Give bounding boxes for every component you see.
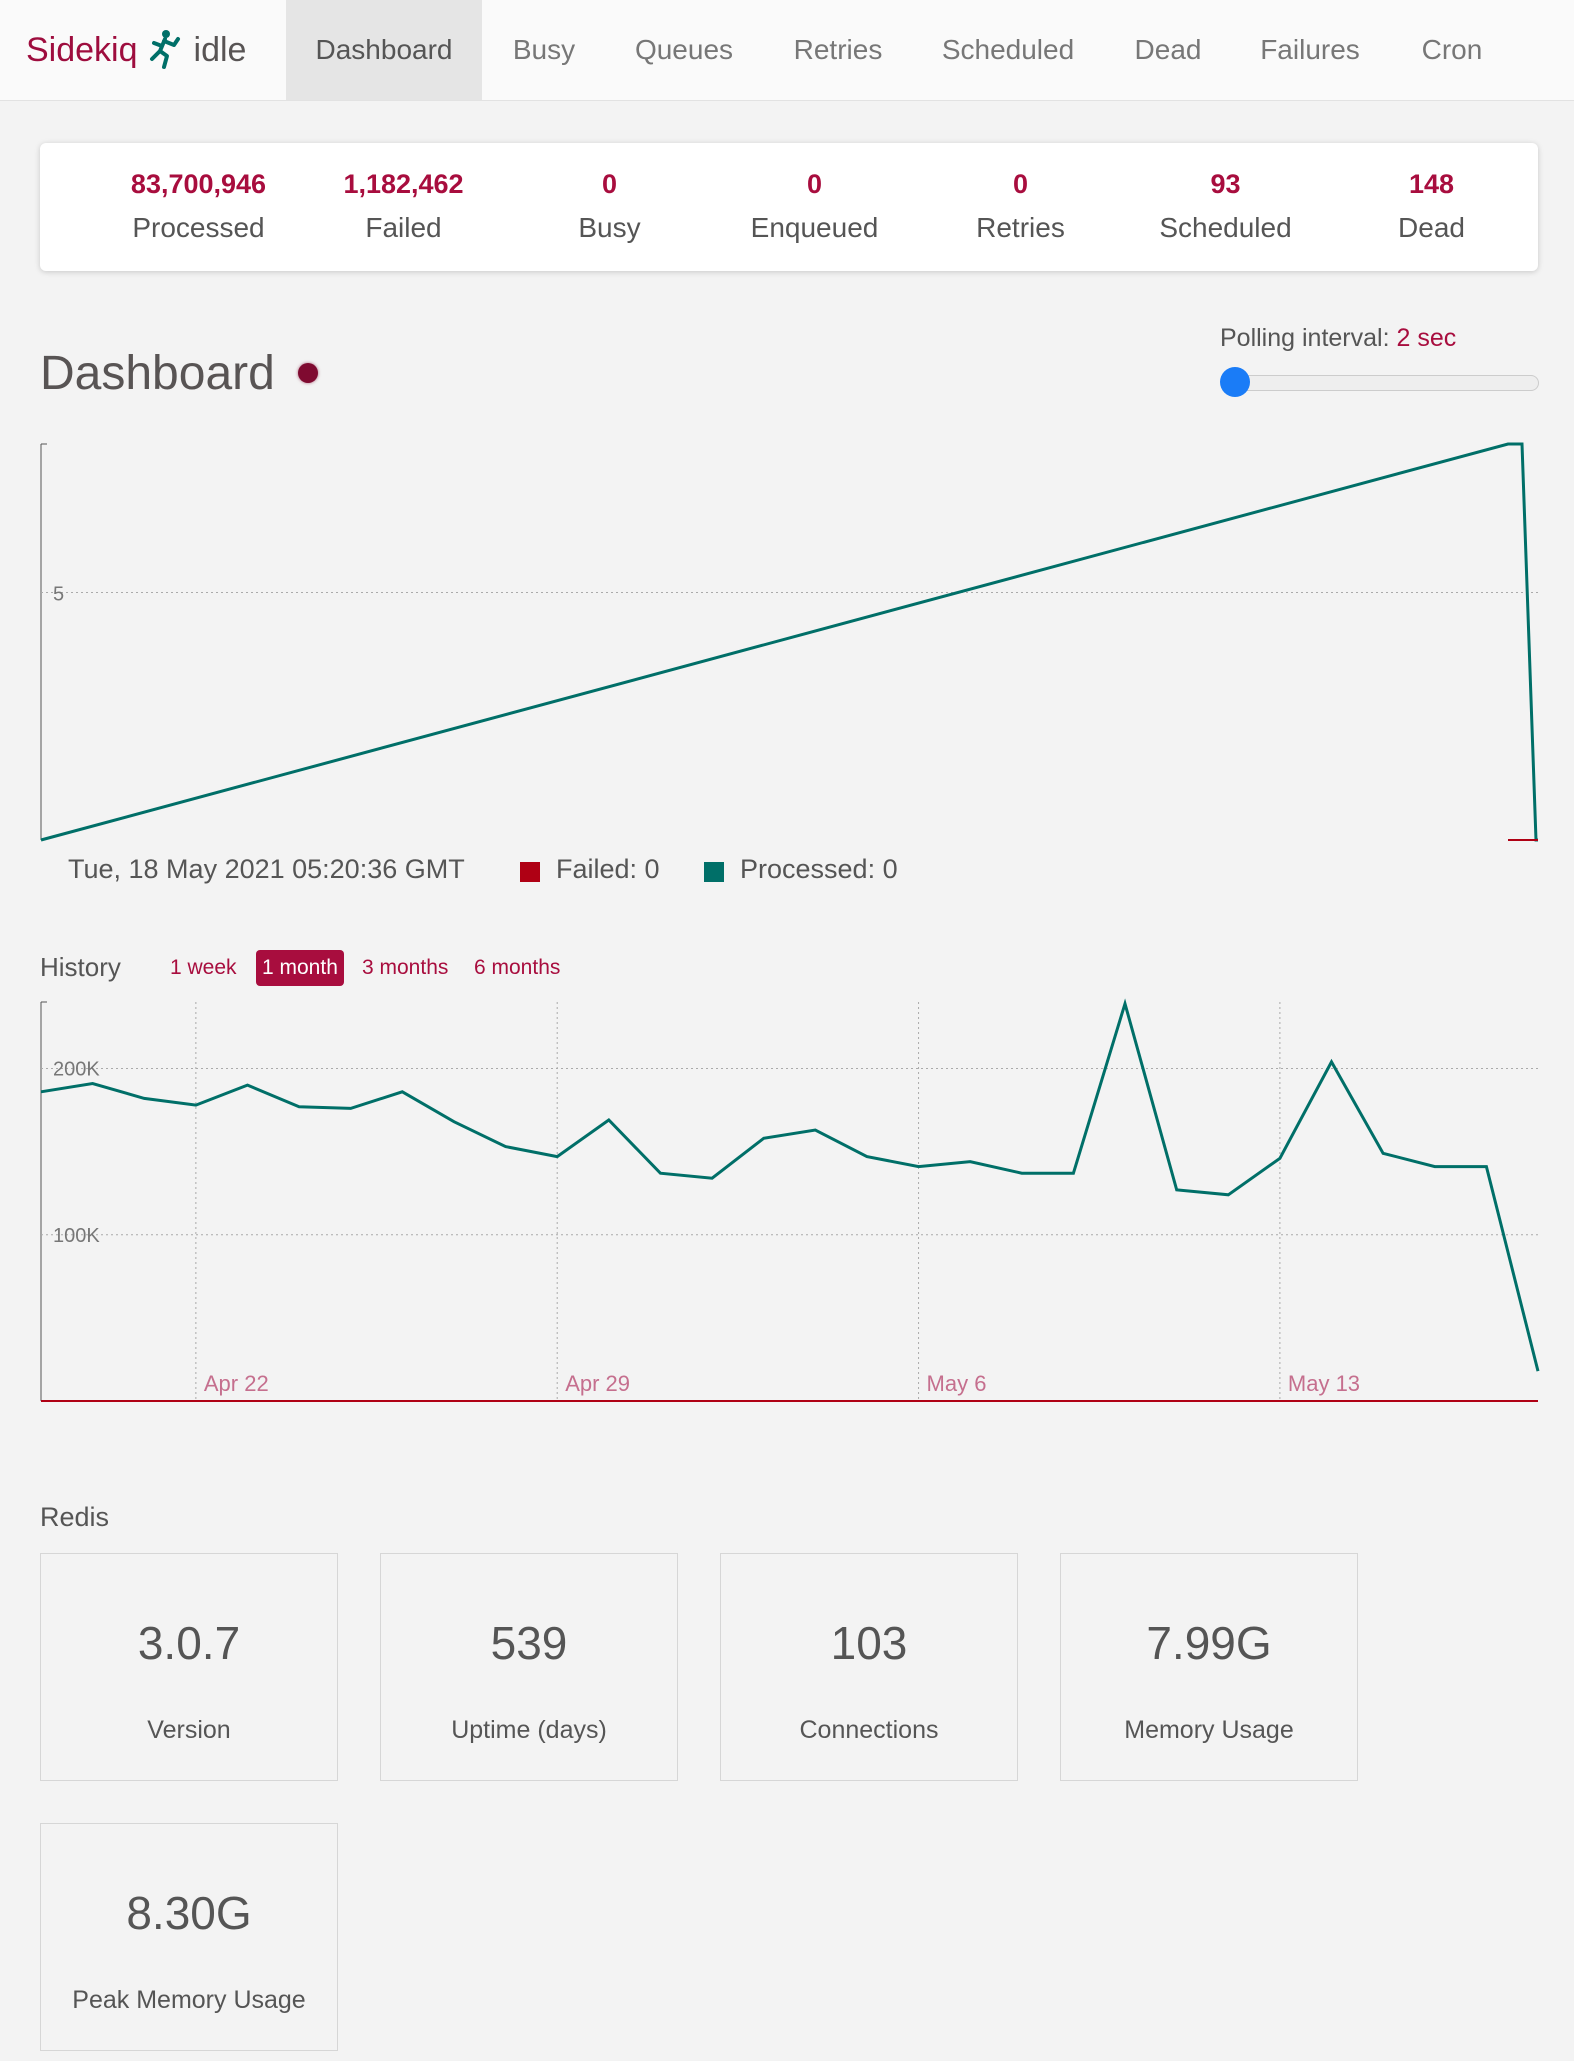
history-label: History bbox=[40, 952, 121, 982]
redis-stat-uptime: 539 Uptime (days) bbox=[380, 1553, 678, 1781]
stat-value: 0 bbox=[1012, 169, 1029, 199]
polling-interval-value: 2 sec bbox=[1396, 324, 1457, 352]
stat-label: Scheduled bbox=[1159, 212, 1292, 243]
redis-stat-label: Version bbox=[147, 1716, 231, 1744]
brand[interactable]: Sidekiq idle bbox=[26, 0, 246, 100]
legend-processed: Processed: 0 bbox=[740, 854, 898, 884]
live-beacon bbox=[298, 363, 318, 383]
polling-slider-thumb[interactable] bbox=[1220, 367, 1250, 397]
x-tick-label: Apr 22 bbox=[204, 1371, 269, 1396]
stat-label: Busy bbox=[578, 212, 641, 243]
redis-stat-label: Peak Memory Usage bbox=[72, 1986, 306, 2014]
summary-bar: 83,700,946 Processed 1,182,462 Failed 0 … bbox=[40, 143, 1538, 271]
redis-stat-value: 539 bbox=[490, 1617, 568, 1669]
stat-scheduled[interactable]: 93 Scheduled bbox=[1123, 169, 1328, 244]
range-1-month[interactable]: 1 month bbox=[256, 950, 344, 986]
x-tick-label: May 13 bbox=[1288, 1371, 1360, 1396]
tab-busy[interactable]: Busy bbox=[512, 34, 576, 65]
legend-timestamp: Tue, 18 May 2021 05:20:36 GMT bbox=[68, 854, 465, 884]
brand-name: Sidekiq bbox=[26, 30, 138, 69]
tab-cron[interactable]: Cron bbox=[1421, 34, 1483, 65]
stat-value: 83,700,946 bbox=[130, 169, 267, 199]
y-tick-label: 5 bbox=[53, 584, 64, 606]
stat-label: Dead bbox=[1398, 212, 1465, 243]
range-6-months[interactable]: 6 months bbox=[474, 956, 561, 979]
failed-swatch bbox=[520, 862, 540, 882]
redis-stat-peak-memory: 8.30G Peak Memory Usage bbox=[40, 1823, 338, 2051]
redis-section-title: Redis bbox=[40, 1502, 110, 1532]
tab-scheduled[interactable]: Scheduled bbox=[941, 34, 1075, 65]
process-status: idle bbox=[193, 30, 247, 69]
stat-label: Processed bbox=[132, 212, 265, 243]
x-tick-label: May 6 bbox=[927, 1371, 987, 1396]
redis-stat-value: 103 bbox=[830, 1617, 908, 1669]
polling-slider-track[interactable] bbox=[1225, 375, 1539, 391]
redis-stat-value: 8.30G bbox=[126, 1887, 252, 1939]
sidekiq-kicker-icon bbox=[148, 29, 182, 71]
stat-label: Enqueued bbox=[750, 212, 879, 243]
range-3-months[interactable]: 3 months bbox=[362, 956, 449, 979]
redis-stat-value: 7.99G bbox=[1146, 1617, 1272, 1669]
redis-stat-value: 3.0.7 bbox=[137, 1617, 241, 1669]
stat-value: 0 bbox=[806, 169, 823, 199]
stat-dead[interactable]: 148 Dead bbox=[1329, 169, 1534, 244]
redis-stat-version: 3.0.7 Version bbox=[40, 1553, 338, 1781]
series-processed-line bbox=[40, 442, 1538, 842]
realtime-chart: 5 bbox=[40, 442, 1538, 842]
tab-dead[interactable]: Dead bbox=[1134, 34, 1202, 65]
tab-dashboard[interactable]: Dashboard bbox=[286, 0, 482, 100]
y-tick-label: 100K bbox=[53, 1225, 100, 1247]
series-processed-line bbox=[40, 998, 1540, 1372]
stat-processed[interactable]: 83,700,946 Processed bbox=[96, 169, 301, 244]
polling-interval-label: Polling interval: 2 sec bbox=[1220, 324, 1456, 353]
range-1-week[interactable]: 1 week bbox=[170, 956, 237, 979]
redis-stat-memory-usage: 7.99G Memory Usage bbox=[1060, 1553, 1358, 1781]
stat-failed[interactable]: 1,182,462 Failed bbox=[301, 169, 506, 244]
stat-label: Retries bbox=[976, 212, 1065, 243]
y-tick-label: 200K bbox=[53, 1059, 100, 1081]
stat-value: 148 bbox=[1408, 169, 1455, 199]
navbar: Sidekiq idle Dashboard Busy Queues Retri… bbox=[0, 0, 1574, 101]
redis-stat-connections: 103 Connections bbox=[720, 1553, 1018, 1781]
stat-value: 0 bbox=[601, 169, 618, 199]
stat-busy[interactable]: 0 Busy bbox=[507, 169, 712, 244]
stat-retries[interactable]: 0 Retries bbox=[918, 169, 1123, 244]
tab-queues[interactable]: Queues bbox=[634, 34, 734, 65]
tab-retries[interactable]: Retries bbox=[793, 34, 883, 65]
processed-swatch bbox=[704, 862, 724, 882]
stat-enqueued[interactable]: 0 Enqueued bbox=[712, 169, 917, 244]
redis-stat-label: Connections bbox=[799, 1716, 939, 1744]
stat-value: 1,182,462 bbox=[343, 169, 464, 199]
legend-failed: Failed: 0 bbox=[556, 854, 660, 884]
redis-stat-label: Memory Usage bbox=[1124, 1716, 1294, 1744]
polling-label-text: Polling interval: bbox=[1220, 324, 1390, 352]
page-title: Dashboard bbox=[40, 347, 275, 400]
stat-label: Failed bbox=[365, 212, 442, 243]
stat-value: 93 bbox=[1210, 169, 1241, 199]
x-tick-label: Apr 29 bbox=[565, 1371, 630, 1396]
history-chart: 100K 200K Apr 22 Apr 29 May 6 May 13 bbox=[40, 998, 1540, 1402]
redis-stat-label: Uptime (days) bbox=[451, 1716, 607, 1744]
tab-failures[interactable]: Failures bbox=[1260, 34, 1360, 65]
